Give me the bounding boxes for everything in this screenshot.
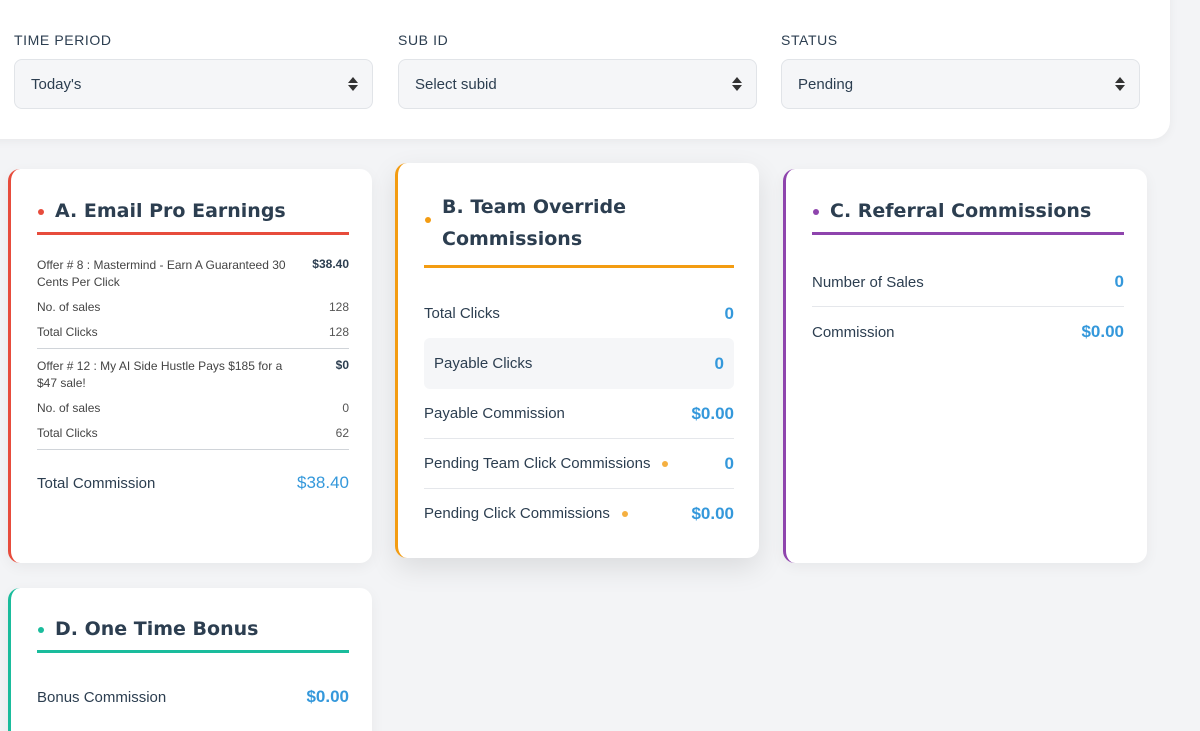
time-period-value: Today's bbox=[31, 75, 82, 93]
time-period-filter: TIME PERIOD Today's bbox=[0, 32, 373, 109]
status-filter: STATUS Pending bbox=[767, 32, 1140, 109]
number-of-sales-row: Number of Sales 0 bbox=[812, 272, 1124, 291]
title-underline bbox=[424, 265, 734, 268]
offer-sales-row: No. of sales 0 bbox=[37, 401, 349, 415]
referral-commissions-card: C. Referral Commissions Number of Sales … bbox=[783, 169, 1147, 563]
select-arrows-icon bbox=[348, 77, 358, 91]
offer-row: Offer # 12 : My AI Side Hustle Pays $185… bbox=[37, 358, 349, 392]
total-clicks-row: Total Clicks 0 bbox=[424, 303, 734, 323]
bullet-dot-icon bbox=[38, 209, 44, 215]
sub-id-value: Select subid bbox=[415, 75, 497, 93]
pending-dot-icon bbox=[621, 511, 628, 518]
total-commission-label: Total Commission bbox=[37, 474, 156, 492]
divider bbox=[812, 306, 1124, 307]
sub-id-label: SUB ID bbox=[398, 32, 449, 48]
divider bbox=[424, 438, 734, 439]
card-title: A. Email Pro Earnings bbox=[37, 200, 349, 232]
title-underline bbox=[37, 650, 349, 653]
status-select[interactable]: Pending bbox=[781, 59, 1140, 109]
payable-commission-row: Payable Commission $0.00 bbox=[424, 403, 734, 423]
sub-id-select[interactable]: Select subid bbox=[398, 59, 757, 109]
total-commission-value: $38.40 bbox=[297, 473, 349, 492]
total-commission-row: Total Commission $38.40 bbox=[37, 473, 349, 493]
offer-block: Offer # 12 : My AI Side Hustle Pays $185… bbox=[37, 358, 349, 440]
status-label: STATUS bbox=[781, 32, 838, 48]
team-override-commissions-card: B. Team Override Commissions Total Click… bbox=[395, 163, 759, 558]
divider bbox=[37, 348, 349, 349]
divider bbox=[37, 449, 349, 450]
card-title: C. Referral Commissions bbox=[812, 200, 1124, 232]
bullet-dot-icon bbox=[813, 209, 819, 215]
time-period-select[interactable]: Today's bbox=[14, 59, 373, 109]
select-arrows-icon bbox=[1115, 77, 1125, 91]
bullet-dot-icon bbox=[38, 627, 44, 633]
offer-amount: $0 bbox=[335, 358, 349, 372]
email-pro-earnings-card: A. Email Pro Earnings Offer # 8 : Master… bbox=[8, 169, 372, 563]
sub-id-filter: SUB ID Select subid bbox=[384, 32, 757, 109]
offer-name: Offer # 8 : Mastermind - Earn A Guarante… bbox=[37, 258, 286, 289]
pending-team-click-commissions-row: Pending Team Click Commissions 0 bbox=[424, 453, 734, 473]
title-underline bbox=[37, 232, 349, 235]
offer-sales-row: No. of sales 128 bbox=[37, 300, 349, 314]
status-value: Pending bbox=[798, 75, 854, 93]
title-underline bbox=[812, 232, 1124, 235]
divider bbox=[424, 488, 734, 489]
select-arrows-icon bbox=[732, 77, 742, 91]
pending-click-commissions-row: Pending Click Commissions $0.00 bbox=[424, 503, 734, 523]
one-time-bonus-card: D. One Time Bonus Bonus Commission $0.00 bbox=[8, 588, 372, 731]
bullet-dot-icon bbox=[425, 217, 431, 223]
filter-panel: TIME PERIOD Today's SUB ID Select subid … bbox=[0, 0, 1170, 139]
offer-clicks-row: Total Clicks 62 bbox=[37, 426, 349, 440]
card-title: B. Team Override Commissions bbox=[424, 191, 734, 265]
offer-block: Offer # 8 : Mastermind - Earn A Guarante… bbox=[37, 257, 349, 339]
card-title: D. One Time Bonus bbox=[37, 618, 349, 650]
pending-dot-icon bbox=[662, 461, 669, 468]
bonus-commission-row: Bonus Commission $0.00 bbox=[37, 687, 349, 706]
offer-name: Offer # 12 : My AI Side Hustle Pays $185… bbox=[37, 359, 283, 390]
commission-row: Commission $0.00 bbox=[812, 322, 1124, 341]
time-period-label: TIME PERIOD bbox=[14, 32, 112, 48]
offer-clicks-row: Total Clicks 128 bbox=[37, 325, 349, 339]
offer-row: Offer # 8 : Mastermind - Earn A Guarante… bbox=[37, 257, 349, 291]
offer-amount: $38.40 bbox=[312, 257, 349, 271]
payable-clicks-row: Payable Clicks 0 bbox=[424, 338, 734, 389]
